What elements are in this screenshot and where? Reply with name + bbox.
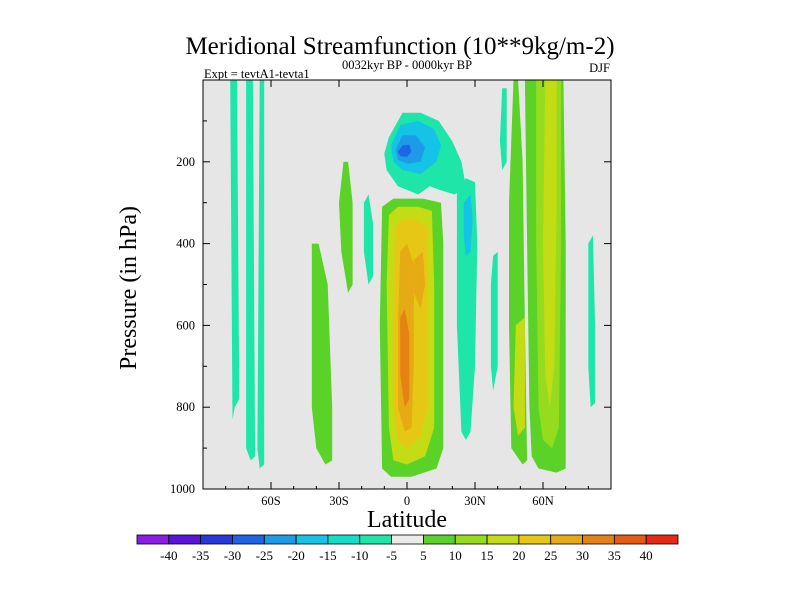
contour-region-12 (400, 309, 410, 408)
colorbar-swatch (645, 534, 679, 545)
colorbar-label: 15 (481, 548, 494, 563)
x-tick-label: 60S (261, 494, 281, 508)
contour-region-26 (588, 235, 596, 408)
colorbar-swatch (232, 534, 265, 545)
y-axis-label: Pressure (in hPa) (116, 206, 142, 370)
contour-region-4 (311, 243, 333, 465)
experiment-label: Expt = tevtA1-tevta1 (204, 67, 310, 81)
y-tick-label: 800 (176, 400, 195, 414)
contour-region-6 (363, 194, 373, 285)
colorbar-label: 20 (512, 548, 525, 563)
contour-region-5 (339, 161, 353, 293)
contour-region-25 (499, 88, 507, 170)
colorbar-label: -10 (351, 548, 368, 563)
x-tick-label: 60N (532, 494, 554, 508)
colorbar-swatch (168, 534, 202, 545)
x-axis: 60S 30S 0 30N 60N (225, 80, 589, 508)
contour-region-1 (230, 80, 240, 420)
colorbar-label: 30 (576, 548, 589, 563)
x-tick-label: 0 (404, 494, 410, 508)
colorbar-label: -30 (224, 548, 241, 563)
season-label: DJF (589, 61, 610, 75)
colorbar-label: -40 (160, 548, 177, 563)
contour-regions (230, 80, 596, 477)
x-tick-label: 30S (329, 494, 349, 508)
colorbar-swatch (454, 534, 488, 545)
contour-region-17 (456, 178, 478, 440)
contour-region-23 (543, 80, 557, 408)
colorbar-swatch (359, 534, 392, 545)
colorbar-swatch (613, 534, 647, 545)
x-axis-label: Latitude (367, 507, 447, 533)
colorbar-swatch (200, 534, 233, 545)
chart-title: Meridional Streamfunction (10**9kg/m-2) (185, 33, 614, 60)
colorbar-label: -5 (386, 548, 397, 563)
contour-region-16 (397, 144, 412, 157)
contour-region-3 (257, 80, 265, 469)
colorbar-swatch (391, 534, 424, 545)
y-tick-label: 400 (176, 237, 195, 251)
colorbar-label: 25 (544, 548, 557, 563)
colorbar-label: -20 (287, 548, 304, 563)
colorbar-label: 40 (640, 548, 653, 563)
colorbar-label: -25 (256, 548, 273, 563)
period-label: 0032kyr BP - 0000kyr BP (342, 58, 472, 72)
y-tick-label: 600 (176, 318, 195, 332)
colorbar-swatch (518, 534, 552, 545)
x-tick-label: 30N (464, 494, 486, 508)
colorbar-swatch (550, 534, 583, 545)
contour-region-18 (463, 194, 473, 256)
colorbar-swatch (423, 534, 456, 545)
contour-region-24 (513, 317, 525, 436)
colorbar-label: 35 (608, 548, 621, 563)
colorbar-label: 10 (449, 548, 462, 563)
colorbar-swatch (295, 534, 329, 545)
colorbar-swatch (136, 534, 170, 545)
y-tick-label: 200 (176, 155, 195, 169)
colorbar-label: -35 (192, 548, 209, 563)
y-axis: 200 400 600 800 1000 (170, 120, 611, 496)
contour-region-11 (413, 251, 426, 309)
colorbar: -40 -35 -30 -25 -20 -15 -10 -5 5 10 15 20 25 30 35 40 (136, 534, 679, 563)
colorbar-swatch (263, 534, 297, 545)
y-tick-label: 1000 (170, 482, 195, 496)
colorbar-swatch (486, 534, 520, 545)
colorbar-swatch (327, 534, 361, 545)
contour-region-2 (246, 80, 256, 461)
colorbar-swatch (582, 534, 615, 545)
colorbar-label: 5 (420, 548, 427, 563)
contour-region-19 (490, 251, 498, 391)
colorbar-label: -15 (319, 548, 336, 563)
